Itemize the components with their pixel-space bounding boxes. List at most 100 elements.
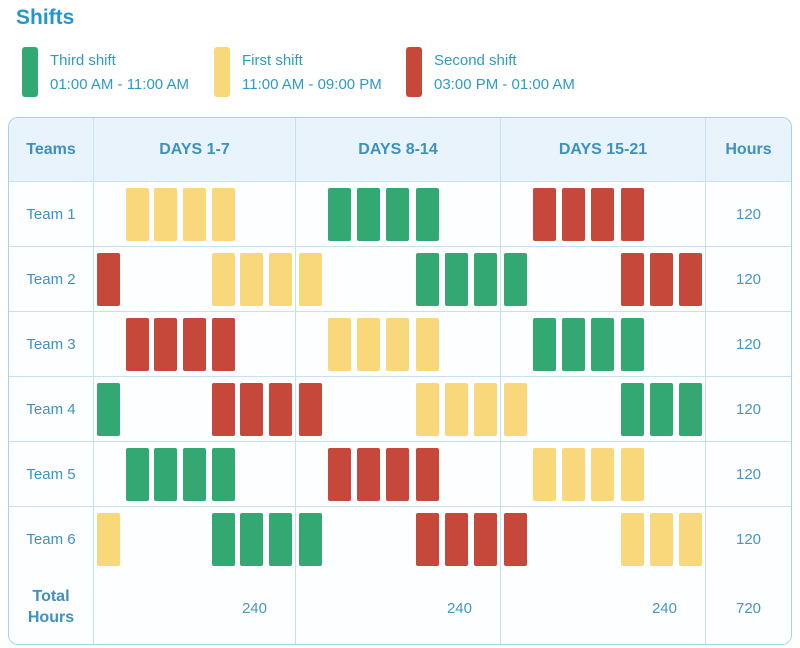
total-hours-value: 720 <box>735 599 762 617</box>
day-slot <box>296 442 325 506</box>
day-slot <box>180 312 209 376</box>
third-shift-block <box>386 187 410 241</box>
day-slot <box>413 182 442 246</box>
table-row: Team 4 120 <box>9 377 791 442</box>
day-slot <box>209 247 238 311</box>
first-shift-block <box>211 187 235 241</box>
day-slot <box>266 247 295 311</box>
day-slot <box>209 442 238 506</box>
legend-text: Third shift 01:00 AM - 11:00 AM <box>50 52 189 93</box>
third-shift-block <box>125 447 149 501</box>
first-shift-block <box>415 317 439 371</box>
day-slot <box>296 377 325 441</box>
day-slot <box>530 507 559 572</box>
day-slot <box>471 507 500 572</box>
day-slot <box>530 377 559 441</box>
day-slot <box>647 247 676 311</box>
first-shift-block <box>678 513 702 566</box>
day-slot <box>618 182 647 246</box>
second-shift-block <box>96 252 120 306</box>
third-shift-block <box>211 513 235 566</box>
second-shift-block <box>269 382 293 436</box>
day-slot <box>647 442 676 506</box>
second-shift-block <box>444 513 468 566</box>
first-shift-block <box>620 447 644 501</box>
day-slot <box>588 507 617 572</box>
third-shift-block <box>183 447 206 501</box>
day-slot <box>588 442 617 506</box>
schedule-cell <box>296 507 501 572</box>
third-shift-block <box>620 317 644 371</box>
day-slot <box>501 312 530 376</box>
day-slot <box>559 182 588 246</box>
day-slot <box>94 377 123 441</box>
second-shift-block <box>415 513 439 566</box>
first-shift-block <box>154 187 178 241</box>
legend-text: Second shift 03:00 PM - 01:00 AM <box>434 52 575 93</box>
day-slot <box>123 182 152 246</box>
team-hours: 120 <box>735 531 762 548</box>
second-shift-block <box>473 513 497 566</box>
legend-shift-time: 01:00 AM - 11:00 AM <box>50 75 189 93</box>
schedule-cell <box>501 507 706 572</box>
legend-shift-label: Third shift <box>50 51 116 69</box>
third-shift-block <box>328 187 352 241</box>
third-shift-block <box>473 252 497 306</box>
team-hours: 120 <box>735 270 762 288</box>
day-slot <box>94 507 123 572</box>
first-shift-block <box>473 382 497 436</box>
header-hours: Hours <box>725 140 772 158</box>
team-name: Team 5 <box>9 442 94 506</box>
day-slot <box>151 507 180 572</box>
day-slot <box>442 312 471 376</box>
day-slot <box>238 312 267 376</box>
day-slot <box>266 312 295 376</box>
day-slot <box>123 247 152 311</box>
team-hours: 120 <box>735 335 762 353</box>
third-shift-block <box>154 447 178 501</box>
day-slot <box>296 507 325 572</box>
second-shift-block <box>154 317 178 371</box>
second-shift-block <box>125 317 149 371</box>
day-slot <box>180 377 209 441</box>
day-slot <box>559 312 588 376</box>
schedule-cell <box>296 312 501 376</box>
third-shift-block <box>649 382 673 436</box>
second-shift-block <box>562 187 586 241</box>
day-slot <box>123 377 152 441</box>
second-shift-block <box>649 252 673 306</box>
day-slot <box>647 377 676 441</box>
second-shift-block <box>357 447 381 501</box>
third-shift-block <box>415 252 439 306</box>
day-slot <box>266 377 295 441</box>
legend-item: Second shift 03:00 PM - 01:00 AM <box>406 47 598 97</box>
day-slot <box>354 507 383 572</box>
day-slot <box>413 312 442 376</box>
day-slot <box>559 247 588 311</box>
day-slot <box>501 507 530 572</box>
day-slot <box>238 507 267 572</box>
day-slot <box>530 442 559 506</box>
day-slot <box>238 247 267 311</box>
total-days-1-7: 240 <box>94 572 296 644</box>
day-slot <box>354 312 383 376</box>
day-slot <box>559 507 588 572</box>
day-slot <box>209 312 238 376</box>
team-hours: 120 <box>735 400 762 418</box>
day-slot <box>151 377 180 441</box>
first-shift-block <box>591 447 615 501</box>
schedule-cell <box>501 377 706 441</box>
schedule-cell <box>94 247 296 311</box>
day-slot <box>442 377 471 441</box>
total-row: Total Hours 240 240 240 720 <box>9 572 791 644</box>
second-shift-block <box>211 317 235 371</box>
first-shift-block <box>533 447 557 501</box>
day-slot <box>676 247 705 311</box>
day-slot <box>209 507 238 572</box>
day-slot <box>471 312 500 376</box>
day-slot <box>530 247 559 311</box>
day-slot <box>647 507 676 572</box>
day-slot <box>123 442 152 506</box>
day-slot <box>383 247 412 311</box>
header-days-8-14: DAYS 8-14 <box>296 118 501 181</box>
